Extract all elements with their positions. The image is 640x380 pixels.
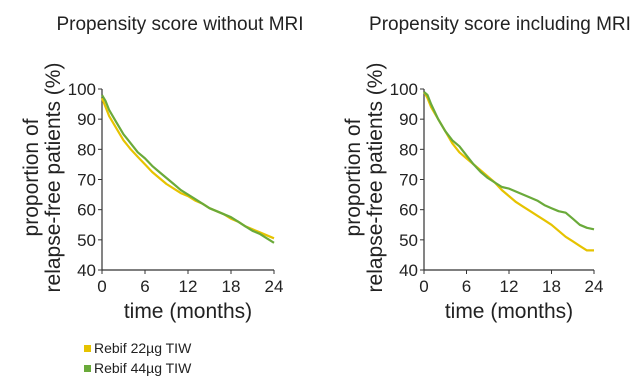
legend-item-22: Rebif 22µg TIW <box>84 338 191 358</box>
x-tick-label: 18 <box>542 277 561 296</box>
y-axis-label: proportion ofrelapse-free patients (%) <box>342 63 387 293</box>
y-tick-label: 80 <box>77 140 96 159</box>
legend-swatch-44 <box>84 364 91 372</box>
legend-label-44: Rebif 44µg TIW <box>94 360 192 376</box>
y-tick-label: 100 <box>390 80 418 99</box>
y-tick-label: 50 <box>399 231 418 250</box>
legend-swatch-22 <box>84 344 91 352</box>
y-tick-label: 40 <box>399 261 418 280</box>
y-tick-label: 90 <box>77 110 96 129</box>
x-tick-label: 18 <box>222 277 241 296</box>
chart-panel-2: Propensity score including MRI4050607080… <box>342 14 631 323</box>
y-tick-label: 40 <box>77 261 96 280</box>
y-tick-label: 70 <box>77 171 96 190</box>
y-tick-label: 90 <box>399 110 418 129</box>
x-tick-label: 12 <box>179 277 198 296</box>
x-tick-label: 6 <box>462 277 471 296</box>
y-tick-label: 100 <box>68 80 96 99</box>
legend: Rebif 22µg TIW Rebif 44µg TIW <box>84 338 191 378</box>
x-axis-label: time (months) <box>124 300 252 323</box>
y-tick-label: 60 <box>399 201 418 220</box>
chart-title: Propensity score including MRI <box>369 14 631 35</box>
x-tick-label: 0 <box>419 277 428 296</box>
legend-label-22: Rebif 22µg TIW <box>94 340 192 356</box>
x-tick-label: 12 <box>500 277 519 296</box>
y-tick-label: 70 <box>399 171 418 190</box>
x-tick-label: 24 <box>585 277 604 296</box>
x-tick-label: 0 <box>97 277 106 296</box>
x-tick-label: 6 <box>140 277 149 296</box>
y-tick-label: 60 <box>77 201 96 220</box>
series-line-22ug <box>423 91 594 252</box>
series-line-44ug <box>101 94 275 244</box>
y-tick-label: 80 <box>399 140 418 159</box>
chart-panel-1: Propensity score without MRI405060708090… <box>20 14 304 323</box>
series-line-44ug <box>423 91 595 231</box>
legend-item-44: Rebif 44µg TIW <box>84 358 191 378</box>
x-axis-label: time (months) <box>445 300 573 323</box>
x-tick-label: 24 <box>265 277 284 296</box>
series-line-22ug <box>100 97 275 240</box>
chart-title: Propensity score without MRI <box>56 14 303 35</box>
y-axis-label: proportion ofrelapse-free patients (%) <box>20 63 65 293</box>
y-tick-label: 50 <box>77 231 96 250</box>
